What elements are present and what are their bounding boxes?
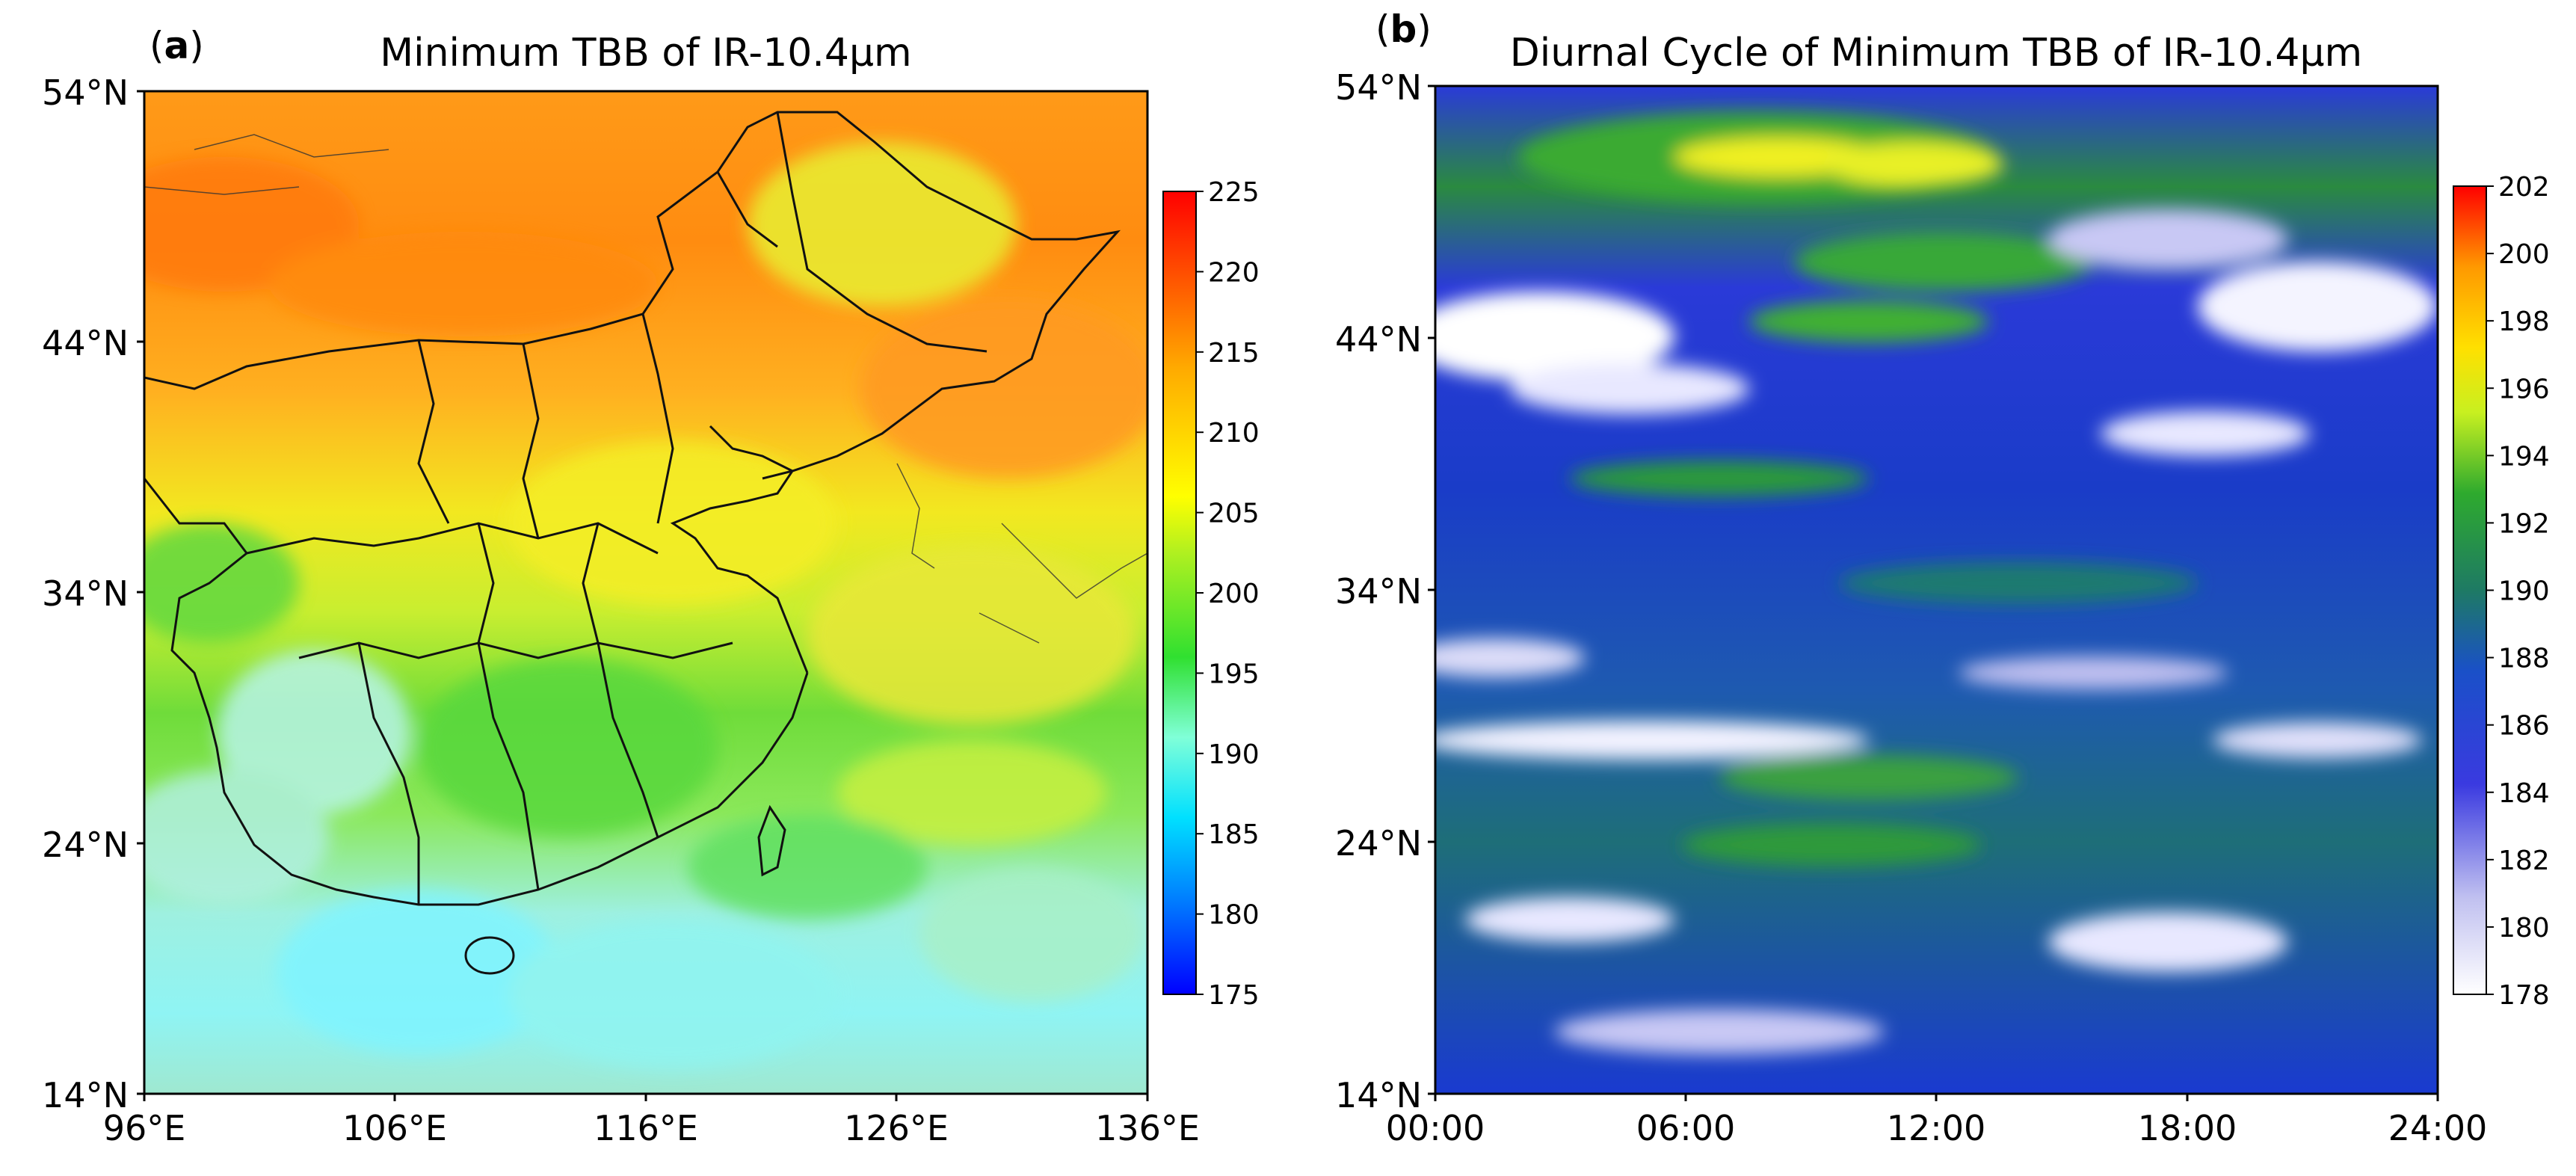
panel-a-xtick-label: 136°E [1095, 1108, 1200, 1148]
panel-b-ytick-label: 14°N [1335, 1075, 1422, 1115]
panel-b-ytick-label: 54°N [1335, 67, 1422, 108]
panel-a-colorbar: 225 220 215 210 205 200 195 190 185 180 175 [1162, 177, 1260, 1011]
panel-a-xtick-label: 96°E [103, 1108, 186, 1148]
panel-a-title: Minimum TBB of IR-10.4μm [380, 31, 911, 76]
panel-b-ytick-label: 44°N [1335, 319, 1422, 360]
panel-a-colorbar-tick-label: 205 [1208, 499, 1260, 529]
panel-a-colorbar-tick-label: 220 [1208, 257, 1260, 288]
panel-a-colorbar-tick-label: 210 [1208, 418, 1260, 449]
panel-a-ytick-label: 44°N [42, 323, 129, 363]
panel-b-colorbar-tick-label: 186 [2498, 711, 2550, 742]
panel-b-colorbar-tick-label: 182 [2498, 846, 2550, 876]
panel-a-ytick-label: 24°N [42, 825, 129, 865]
panel-b-colorbar-ticks: 202 200 198 196 194 192 190 188 186 184 182 180 178 [2486, 172, 2550, 1011]
panel-a-colorbar-tick-label: 195 [1208, 659, 1260, 689]
panel-a-ytick-label: 34°N [42, 573, 129, 614]
panel-a-xtick-label: 116°E [594, 1108, 698, 1148]
panel-b-ytick-label: 34°N [1335, 571, 1422, 612]
panel-b-field [1435, 86, 2438, 1094]
panel-b: (b) Diurnal Cycle of Minimum TBB of IR-1… [1335, 7, 2550, 1148]
panel-b-xtick-label: 18:00 [2138, 1108, 2237, 1148]
panel-a-ytick-label: 14°N [42, 1075, 129, 1115]
panel-a-colorbar-tick-label: 215 [1208, 338, 1260, 369]
panel-b-xtick-label: 24:00 [2388, 1108, 2488, 1148]
panel-a-colorbar-tick-label: 175 [1208, 980, 1260, 1011]
panel-b-colorbar-tick-label: 192 [2498, 508, 2550, 539]
panel-b-colorbar-tick-label: 198 [2498, 307, 2550, 337]
panel-b-colorbar-tick-label: 180 [2498, 913, 2550, 943]
panel-a-xtick-label: 106°E [342, 1108, 447, 1148]
panel-a-colorbar-tick-label: 200 [1208, 579, 1260, 609]
panel-a-field [144, 91, 1147, 1094]
panel-a-xtick-label: 126°E [844, 1108, 949, 1148]
panel-a-ytick-label: 54°N [42, 73, 129, 113]
panel-b-colorbar: 202 200 198 196 194 192 190 188 186 184 182 180 178 [2453, 172, 2550, 1011]
panel-b-xtick-label: 06:00 [1636, 1108, 1736, 1148]
panel-b-colorbar-tick-label: 194 [2498, 441, 2550, 472]
panel-b-colorbar-tick-label: 178 [2498, 980, 2550, 1011]
panel-b-xtick-label: 12:00 [1887, 1108, 1986, 1148]
panel-a-x-axis: 96°E 106°E 116°E 126°E 136°E [103, 1094, 1200, 1148]
panel-a-y-axis: 54°N 44°N 34°N 24°N 14°N [42, 73, 144, 1115]
panel-b-xtick-label: 00:00 [1386, 1108, 1485, 1148]
panel-a-boundaries [144, 111, 1121, 975]
panel-a-colorbar-tick-label: 180 [1208, 900, 1260, 931]
panel-b-colorbar-tick-label: 202 [2498, 172, 2550, 203]
panel-a-colorbar-ticks: 225 220 215 210 205 200 195 190 185 180 175 [1196, 177, 1260, 1011]
panel-b-title: Diurnal Cycle of Minimum TBB of IR-10.4μ… [1510, 31, 2362, 76]
panel-b-label: (b) [1375, 7, 1432, 51]
panel-b-x-axis: 00:00 06:00 12:00 18:00 24:00 [1386, 1094, 2488, 1148]
panel-a-colorbar-tick-label: 225 [1208, 177, 1260, 208]
panel-b-ytick-label: 24°N [1335, 823, 1422, 863]
panel-a-colorbar-tick-label: 185 [1208, 819, 1260, 850]
panel-b-colorbar-tick-label: 184 [2498, 778, 2550, 809]
panel-a-label: (a) [150, 24, 204, 67]
panel-b-colorbar-tick-label: 200 [2498, 239, 2550, 270]
panel-a: (a) Minimum TBB of IR-10.4μm [42, 24, 1260, 1148]
panel-b-colorbar-tick-label: 188 [2498, 644, 2550, 674]
panel-a-colorbar-tick-label: 190 [1208, 739, 1260, 770]
panel-b-colorbar-tick-label: 196 [2498, 374, 2550, 404]
panel-b-colorbar-tick-label: 190 [2498, 576, 2550, 607]
panel-b-y-axis: 54°N 44°N 34°N 24°N 14°N [1335, 67, 1435, 1115]
